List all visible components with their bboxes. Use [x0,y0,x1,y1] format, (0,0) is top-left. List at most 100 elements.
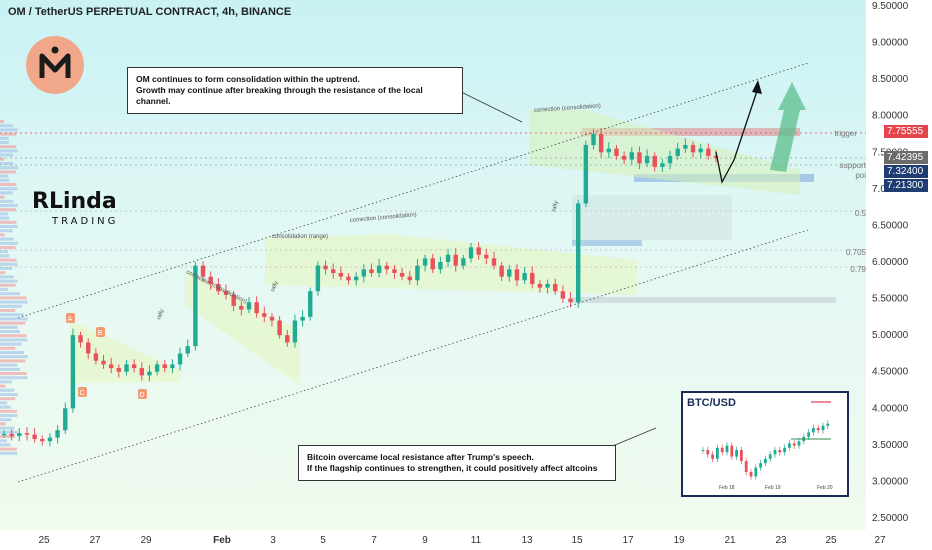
x-tick-label-3: Feb [213,535,231,546]
x-tick-label-7: 9 [422,535,428,546]
inset-candle-body [720,447,724,453]
candle-body [47,437,53,442]
trigger-price-tag: 7.75555 [884,125,928,138]
volume-profile-bar [0,313,24,317]
volume-profile-bar [0,241,18,245]
candle-body [269,316,275,321]
volume-profile-bar [0,334,27,338]
candle-body [300,316,305,321]
volume-profile-bar [0,321,26,325]
poi-price-tag: 7.21300 [884,179,928,192]
volume-profile-bar [0,162,14,165]
candle-body [507,269,512,277]
candle-body [530,272,535,284]
volume-profile-bar [0,124,14,128]
inset-candle-body [821,425,825,431]
candle-body [392,269,397,273]
x-tick-label-2: 29 [140,535,152,546]
y-tick-label-2: 8.50000 [872,74,909,85]
candle-body [262,313,267,317]
candle-body [399,272,405,277]
inset-candle-body [711,454,714,459]
candle-body [9,433,14,437]
candle-body [583,144,589,204]
inset-candle-body [768,454,772,459]
candle-body [545,283,550,288]
inset-candle-body [701,450,705,451]
candle-body [154,364,160,372]
candle-body [461,258,466,266]
inset-candle-body [792,443,796,446]
candle-body [361,269,367,277]
inset-candle-body [764,458,767,464]
volume-profile-bar [0,141,9,144]
inset-candle-body [735,450,738,457]
volume-profile-bar [0,132,17,136]
consolidation-zone-3 [530,110,800,195]
inset-candle-body [778,450,782,453]
candle-body [614,148,619,156]
x-tick-label-9: 13 [521,535,533,546]
volume-profile-bar [0,372,27,375]
volume-profile-bar [0,267,13,270]
volume-profile-bar [0,346,16,350]
candle-body [308,291,313,317]
candle-body [200,265,206,277]
om-logo-mark [39,46,71,78]
candle-body [170,364,175,369]
y-tick-label-12: 3.50000 [872,440,909,451]
candle-body [438,262,443,270]
volume-profile-bar [0,220,17,224]
volume-profile-bar [0,363,18,367]
volume-profile-bar [0,330,20,333]
candle-body [177,353,183,365]
candle-body [216,283,221,292]
inset-candle-body [816,428,820,431]
y-tick-label-8: 5.50000 [872,294,909,305]
y-axis-panel [866,0,932,550]
volume-profile-bar [0,409,17,413]
candle-body [491,258,497,266]
inset-x1: Feb 19 [765,485,781,491]
inset-candle-body [725,445,729,453]
candle-body [591,134,596,145]
y-tick-label-14: 2.50000 [872,513,909,524]
candle-body [40,439,45,442]
wave-marker-bg-1 [96,327,105,337]
volume-profile-bar [0,275,14,279]
volume-profile-bar [0,367,21,371]
support-label: support [839,161,866,170]
candle-body [422,258,428,266]
volume-profile-bar [0,195,5,199]
candle-body [17,433,22,437]
inset-candle-body [740,450,743,461]
brand-name-top: RLinda [32,189,117,214]
x-tick-label-6: 7 [371,535,377,546]
inset-candle-body [807,432,810,437]
x-tick-label-14: 23 [775,535,787,546]
volume-profile-bar [0,300,28,304]
volume-profile-bar [0,120,4,123]
volume-profile-bar [0,178,10,182]
volume-profile-bar [0,229,13,233]
btc-inset-title: BTC/USD [687,397,736,409]
volume-profile-bar [0,199,14,203]
candle-body [369,269,374,273]
candle-body [568,298,573,303]
volume-profile-bar [0,128,18,132]
candle-body [239,305,244,310]
cons-range-label: consolidation (range) [272,234,328,240]
volume-profile-bar [0,443,11,447]
inset-candle-body [730,445,734,457]
candle-body [553,283,558,292]
inset-x0: Feb 18 [719,485,735,491]
candle-body [476,247,481,255]
volume-profile-bar [0,292,20,296]
inset-candle-body [759,463,762,468]
volume-profile-bar [0,405,11,409]
candle-body [223,291,229,295]
wave-marker-bg-0 [66,313,75,323]
x-tick-label-5: 5 [320,535,326,546]
